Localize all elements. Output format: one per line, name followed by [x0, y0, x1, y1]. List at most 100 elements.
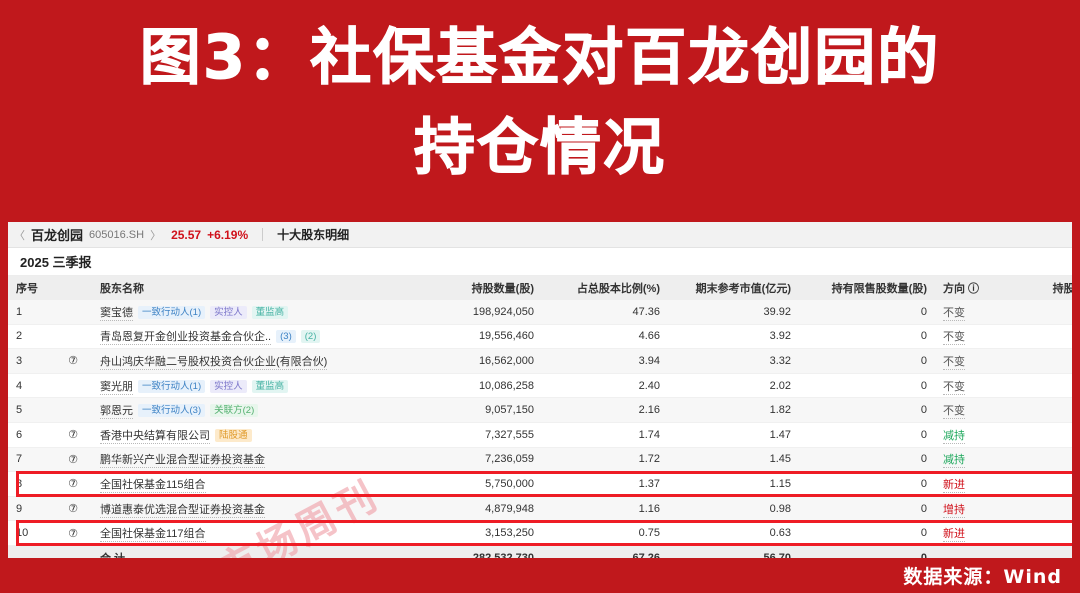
query-icon	[54, 397, 92, 423]
cell-direction: 不变	[935, 300, 1009, 325]
holder-name-text[interactable]: 全国社保基金117组合	[100, 528, 206, 543]
cell-holder-name: 青岛恩复开金创业投资基金合伙企.. (3) (2)	[92, 324, 408, 350]
stock-code: 605016.SH	[89, 228, 145, 241]
query-icon	[54, 373, 92, 399]
holder-name-text[interactable]: 舟山鸿庆华融二号股权投资合伙企业(有限合伙)	[100, 355, 328, 370]
cell-shares: 3,153,250	[408, 520, 542, 546]
cell-share-change: 0	[1009, 300, 1080, 325]
back-chevron-icon[interactable]: 〈	[14, 229, 25, 242]
cell-share-change: --	[1009, 471, 1080, 497]
divider	[262, 228, 264, 241]
direction-badge[interactable]: 减持	[943, 429, 965, 444]
forward-chevron-icon[interactable]: 〉	[150, 229, 162, 242]
left-red-rail	[0, 215, 8, 593]
holder-name-text[interactable]: 香港中央结算有限公司	[100, 429, 210, 444]
cell-direction: 增持	[935, 496, 1009, 522]
direction-badge[interactable]: 不变	[943, 331, 965, 346]
holder-tag[interactable]: 一致行动人(3)	[138, 404, 206, 418]
cell-shares: 7,236,059	[408, 447, 542, 473]
cell-shares: 10,086,258	[408, 373, 542, 399]
cell-shares: 16,562,000	[408, 348, 542, 374]
direction-badge[interactable]: 不变	[943, 405, 965, 420]
query-icon[interactable]: ⑦	[54, 471, 92, 497]
table-row[interactable]: 1 窦宝德 一致行动人(1) 实控人 董监高 198,924,050 47.36 39.92 0…	[8, 300, 1080, 325]
holder-name-text[interactable]: 全国社保基金115组合	[100, 478, 206, 493]
cell-share-change: -1,928,810	[1009, 447, 1080, 473]
title-line-2: 持仓情况	[413, 112, 666, 184]
table-row[interactable]: 3 ⑦ 舟山鸿庆华融二号股权投资合伙企业(有限合伙) 16,562,000 3.94 3.…	[8, 348, 1080, 374]
cell-holder-name: 郭恩元 一致行动人(3) 关联方(2)	[92, 397, 408, 423]
cell-shares: 198,924,050	[408, 300, 542, 325]
cell-market-value: 1.82	[668, 397, 799, 423]
holder-name-text[interactable]: 窦光朋	[100, 380, 133, 395]
col-direction: 方向 ⓘ	[935, 276, 1009, 300]
holder-tag[interactable]: 实控人	[210, 305, 247, 319]
direction-badge[interactable]: 不变	[943, 306, 965, 321]
holder-tag[interactable]: 董监高	[251, 305, 289, 319]
cell-restricted-shares: 0	[799, 397, 935, 423]
query-icon[interactable]: ⑦	[54, 520, 92, 546]
direction-badge[interactable]: 新进	[943, 478, 965, 493]
stock-price: 25.57	[171, 227, 202, 242]
tab-top-holders[interactable]: 十大股东明细	[277, 228, 350, 242]
holder-tag[interactable]: (3)	[276, 330, 296, 344]
holder-tag[interactable]: 董监高	[251, 379, 289, 393]
cell-pct: 2.16	[542, 397, 668, 423]
holder-name-text[interactable]: 鹏华新兴产业混合型证券投资基金	[100, 454, 265, 469]
table-row[interactable]: 6⑦香港中央结算有限公司陆股通7,327,5551.741.470减持-85,8…	[8, 422, 1080, 448]
cell-share-change	[1009, 545, 1080, 558]
holder-name-text[interactable]: 郭恩元	[100, 405, 133, 420]
table-row[interactable]: 2 青岛恩复开金创业投资基金合伙企.. (3) (2) 19,556,460 4.66 3.…	[8, 324, 1080, 350]
holder-tag[interactable]: 一致行动人(1)	[138, 379, 206, 393]
cell-shares: 7,327,555	[408, 422, 542, 448]
holder-tag[interactable]: 关联方(2)	[210, 404, 259, 418]
query-icon[interactable]: ⑦	[54, 422, 92, 448]
col-restricted: 持有限售股数量(股)	[799, 276, 935, 300]
holder-name-text[interactable]: 博道惠泰优选混合型证券投资基金	[100, 503, 265, 518]
col-shares: 持股数量(股)	[408, 276, 542, 300]
direction-badge[interactable]: 增持	[943, 503, 965, 518]
cell-share-change: 0	[1009, 324, 1080, 350]
cell-index: 2	[8, 324, 54, 350]
cell-restricted-shares: 0	[799, 471, 935, 497]
direction-badge[interactable]: 不变	[943, 355, 965, 370]
holders-table-card: 〈 百龙创园 605016.SH 〉 25.57 +6.19% 十大股东明细 2…	[8, 222, 1080, 558]
holder-tag[interactable]: 实控人	[210, 379, 247, 393]
cell-share-change: 121,860	[1009, 496, 1080, 522]
cell-index: 3	[8, 348, 54, 374]
cell-market-value: 3.92	[668, 324, 799, 350]
query-icon[interactable]: ⑦	[54, 348, 92, 374]
table-body: 1 窦宝德 一致行动人(1) 实控人 董监高 198,924,050 47.36 39.92 0…	[8, 300, 1080, 558]
col-market-value: 期末参考市值(亿元)	[668, 276, 799, 300]
direction-badge[interactable]: 新进	[943, 528, 965, 543]
stock-name[interactable]: 百龙创园	[31, 228, 84, 243]
cell-index	[8, 545, 54, 558]
holder-tag[interactable]: 一致行动人(1)	[138, 305, 206, 319]
top-holders-table: 序号 股东名称 持股数量(股) 占总股本比例(%) 期末参考市值(亿元) 持有限…	[8, 276, 1080, 558]
report-period-label[interactable]: 2025 三季报	[20, 255, 92, 270]
col-pct: 占总股本比例(%)	[542, 276, 668, 300]
holder-name-text[interactable]: 窦宝德	[100, 306, 133, 321]
cell-direction: 不变	[935, 373, 1009, 399]
cell-direction: 减持	[935, 422, 1009, 448]
query-icon[interactable]: ⑦	[54, 447, 92, 473]
query-icon[interactable]: ⑦	[54, 496, 92, 522]
cell-index: 5	[8, 397, 54, 423]
holder-name-text[interactable]: 青岛恩复开金创业投资基金合伙企..	[100, 331, 272, 346]
cell-share-change: -85,822	[1009, 422, 1080, 448]
table-row[interactable]: 4窦光朋一致行动人(1)实控人董监高10,086,2582.402.020不变0…	[8, 373, 1080, 399]
cell-holder-name: 舟山鸿庆华融二号股权投资合伙企业(有限合伙)	[92, 348, 408, 374]
cell-restricted-shares: 0	[799, 545, 935, 558]
cell-holder-name: 博道惠泰优选混合型证券投资基金	[92, 496, 408, 522]
direction-badge[interactable]: 减持	[943, 454, 965, 469]
holder-tag[interactable]: (2)	[300, 330, 321, 344]
cell-pct: 0.75	[542, 520, 668, 546]
direction-badge[interactable]: 不变	[943, 380, 965, 395]
holder-tag[interactable]: 陆股通	[215, 428, 252, 442]
